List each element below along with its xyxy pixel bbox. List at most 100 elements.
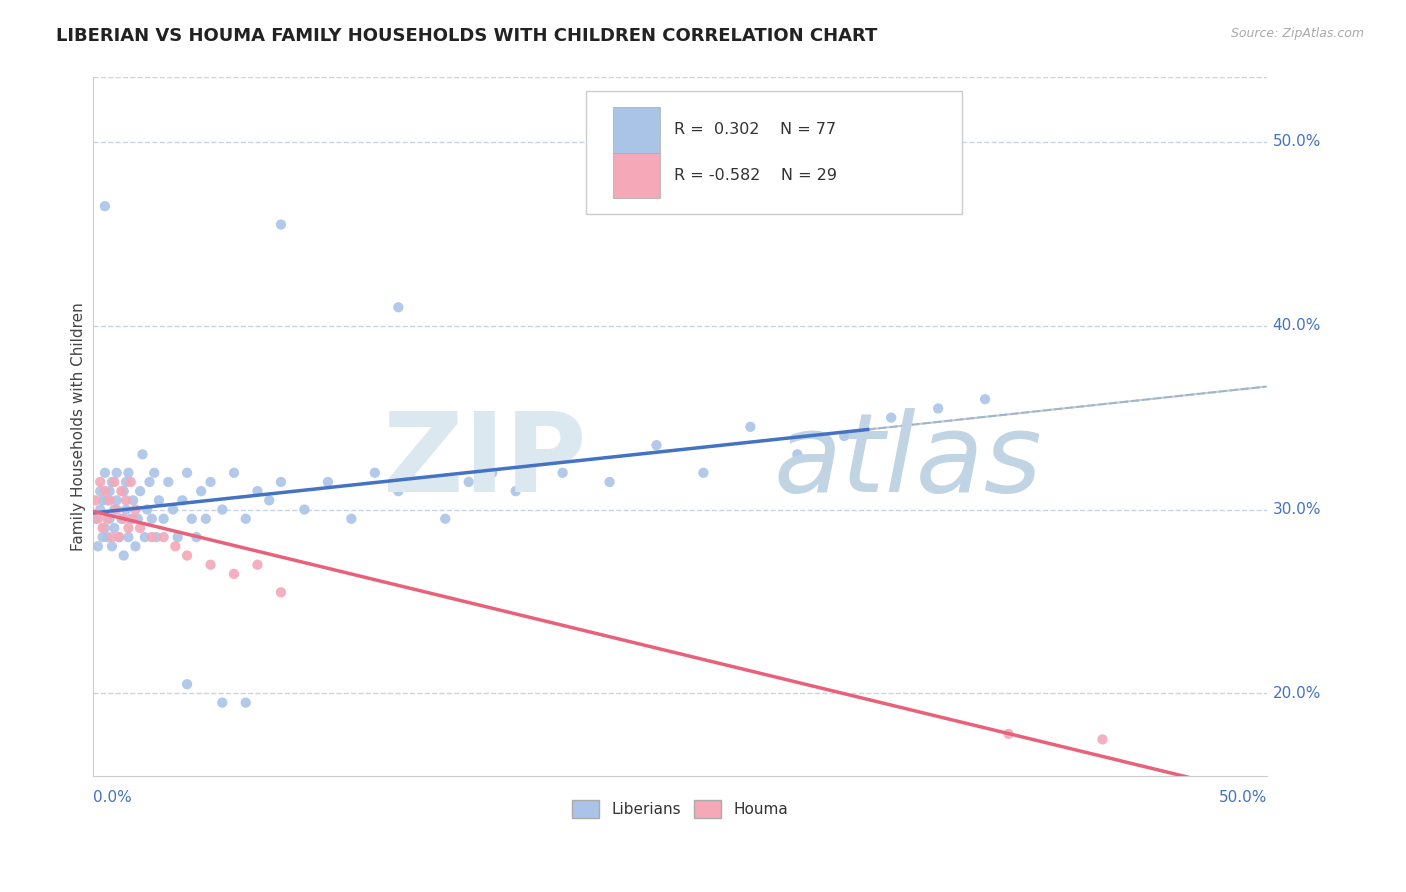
Point xyxy=(129,484,152,499)
Point xyxy=(222,566,245,581)
Text: ZIP: ZIP xyxy=(382,409,586,516)
FancyBboxPatch shape xyxy=(613,107,659,153)
Point xyxy=(257,493,280,508)
Point xyxy=(112,549,135,563)
Point xyxy=(117,530,139,544)
Point xyxy=(505,484,527,499)
Point xyxy=(148,493,170,508)
Point xyxy=(103,502,125,516)
Point xyxy=(692,466,714,480)
Point xyxy=(117,466,139,480)
Point xyxy=(122,512,145,526)
Text: 50.0%: 50.0% xyxy=(1219,790,1267,805)
Point xyxy=(105,466,128,480)
Point xyxy=(387,484,409,499)
Point xyxy=(110,484,132,499)
Point xyxy=(112,484,135,499)
Point xyxy=(134,530,156,544)
Point xyxy=(98,484,121,499)
Point xyxy=(138,475,160,489)
Point xyxy=(91,521,114,535)
Point xyxy=(157,475,180,489)
Point xyxy=(122,493,145,508)
Point xyxy=(129,521,152,535)
Point xyxy=(103,521,125,535)
Point xyxy=(387,300,409,314)
Point xyxy=(194,512,217,526)
Point xyxy=(89,502,111,516)
Point xyxy=(211,696,233,710)
Point xyxy=(87,539,110,553)
Point xyxy=(84,493,107,508)
Point xyxy=(96,512,118,526)
Point xyxy=(270,475,292,489)
Point xyxy=(340,512,363,526)
Text: LIBERIAN VS HOUMA FAMILY HOUSEHOLDS WITH CHILDREN CORRELATION CHART: LIBERIAN VS HOUMA FAMILY HOUSEHOLDS WITH… xyxy=(56,27,877,45)
Point xyxy=(162,502,184,516)
Point xyxy=(141,512,163,526)
Point xyxy=(997,727,1019,741)
Point xyxy=(527,447,550,461)
Text: 40.0%: 40.0% xyxy=(1272,318,1322,334)
Point xyxy=(96,530,118,544)
Point xyxy=(141,530,163,544)
Point xyxy=(294,502,316,516)
Point xyxy=(98,493,121,508)
Point xyxy=(364,466,387,480)
Point xyxy=(94,466,117,480)
Point xyxy=(94,521,117,535)
Point xyxy=(316,475,339,489)
Point xyxy=(143,466,166,480)
Point xyxy=(89,484,111,499)
Point xyxy=(84,512,107,526)
Point xyxy=(411,447,433,461)
Point xyxy=(115,502,138,516)
Text: Source: ZipAtlas.com: Source: ZipAtlas.com xyxy=(1230,27,1364,40)
Text: 20.0%: 20.0% xyxy=(1272,686,1322,701)
Point xyxy=(165,539,187,553)
Point xyxy=(117,521,139,535)
Point xyxy=(91,493,114,508)
Text: R = -0.582    N = 29: R = -0.582 N = 29 xyxy=(673,168,837,183)
Legend: Liberians, Houma: Liberians, Houma xyxy=(565,794,794,824)
Point xyxy=(101,539,124,553)
Point xyxy=(457,475,479,489)
FancyBboxPatch shape xyxy=(613,153,659,198)
Point xyxy=(786,447,808,461)
Point xyxy=(115,475,138,489)
Point xyxy=(172,493,194,508)
Text: 30.0%: 30.0% xyxy=(1272,502,1322,517)
Point xyxy=(270,218,292,232)
Point xyxy=(434,512,457,526)
Text: 50.0%: 50.0% xyxy=(1272,135,1322,149)
Point xyxy=(235,696,257,710)
Point xyxy=(124,539,146,553)
Text: atlas: atlas xyxy=(773,409,1042,516)
Point xyxy=(246,558,269,572)
Point xyxy=(105,493,128,508)
Point xyxy=(176,549,198,563)
Point xyxy=(740,419,762,434)
Point xyxy=(200,558,222,572)
Point xyxy=(131,447,153,461)
Point xyxy=(110,512,132,526)
Point xyxy=(101,475,124,489)
Point xyxy=(599,475,621,489)
Point xyxy=(270,585,292,599)
Point xyxy=(124,502,146,516)
Point xyxy=(927,401,949,416)
Point xyxy=(1091,732,1114,747)
Point xyxy=(94,199,117,213)
Point xyxy=(112,512,135,526)
Point xyxy=(880,410,903,425)
Point xyxy=(832,429,855,443)
Point xyxy=(176,466,198,480)
Point xyxy=(94,484,117,499)
Point xyxy=(166,530,188,544)
Point xyxy=(222,466,245,480)
Point xyxy=(152,530,174,544)
Point xyxy=(200,475,222,489)
Point xyxy=(246,484,269,499)
Point xyxy=(127,512,149,526)
Point xyxy=(87,512,110,526)
